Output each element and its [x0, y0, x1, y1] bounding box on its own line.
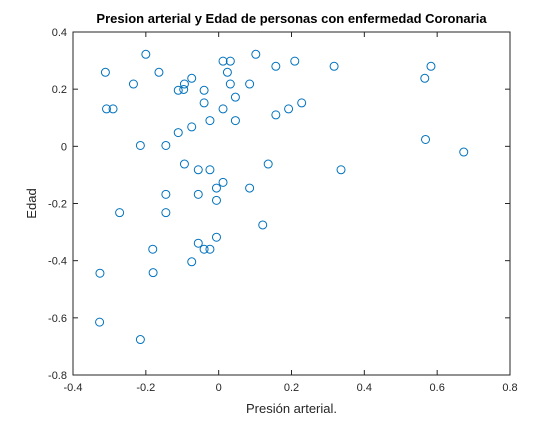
x-tick-label: 0.6	[430, 382, 445, 394]
data-point	[230, 116, 240, 126]
data-point	[297, 98, 307, 108]
data-point	[225, 79, 235, 89]
data-point	[161, 189, 171, 199]
y-tick-label: 0.4	[52, 27, 67, 39]
data-point	[148, 244, 158, 254]
data-point	[222, 67, 232, 77]
y-tick-label: -0.4	[48, 256, 67, 268]
x-tick-label: 0.4	[357, 382, 372, 394]
x-tick-label: -0.2	[136, 382, 155, 394]
data-point	[108, 104, 118, 114]
data-points	[95, 49, 469, 345]
data-point	[179, 79, 189, 89]
data-point	[205, 165, 215, 175]
data-point	[336, 165, 346, 175]
data-point	[230, 92, 240, 102]
x-tick-label: 0	[216, 382, 222, 394]
x-axis-label: Presión arterial.	[246, 401, 337, 416]
data-point	[102, 104, 112, 114]
data-point	[193, 165, 203, 175]
data-point	[258, 220, 268, 230]
data-point	[154, 67, 164, 77]
chart-title: Presion arterial y Edad de personas con …	[96, 11, 487, 26]
data-point	[420, 73, 430, 83]
data-point	[459, 147, 469, 157]
data-point	[199, 244, 209, 254]
data-point	[187, 257, 197, 267]
data-point	[173, 85, 183, 95]
data-point	[251, 49, 261, 59]
data-point	[290, 56, 300, 66]
data-point	[426, 61, 436, 71]
data-point	[115, 208, 125, 218]
data-point	[100, 67, 110, 77]
data-point	[193, 238, 203, 248]
data-point	[179, 84, 189, 94]
y-tick-label: -0.6	[48, 313, 67, 325]
data-point	[211, 195, 221, 205]
data-point	[128, 79, 138, 89]
y-tick-label: 0.2	[52, 84, 67, 96]
data-point	[161, 208, 171, 218]
x-tick-label: 0.8	[502, 382, 517, 394]
data-point	[173, 128, 183, 138]
data-point	[211, 232, 221, 242]
data-point	[187, 73, 197, 83]
data-point	[271, 110, 281, 120]
data-point	[199, 98, 209, 108]
data-point	[141, 49, 151, 59]
data-point	[205, 116, 215, 126]
y-axis-label: Edad	[24, 188, 39, 218]
x-tick-label: 0.2	[284, 382, 299, 394]
data-point	[218, 177, 228, 187]
data-point	[245, 79, 255, 89]
data-point	[135, 140, 145, 150]
data-point	[148, 268, 158, 278]
data-point	[135, 335, 145, 345]
data-point	[161, 140, 171, 150]
data-point	[284, 104, 294, 114]
data-point	[225, 56, 235, 66]
data-point	[95, 317, 105, 327]
y-tick-label: 0	[61, 141, 67, 153]
data-point	[95, 268, 105, 278]
data-point	[193, 189, 203, 199]
data-point	[218, 56, 228, 66]
data-point	[187, 122, 197, 132]
data-point	[421, 134, 431, 144]
data-point	[329, 61, 339, 71]
data-point	[205, 244, 215, 254]
y-axis-ticks: -0.8 -0.6 -0.4 -0.2 0 0.2 0.4	[48, 27, 510, 382]
y-tick-label: -0.2	[48, 199, 67, 211]
data-point	[245, 183, 255, 193]
data-point	[263, 159, 273, 169]
x-tick-label: -0.4	[64, 382, 83, 394]
data-point	[179, 159, 189, 169]
x-axis-ticks: -0.4 -0.2 0 0.2 0.4 0.6 0.8	[64, 32, 518, 394]
data-point	[271, 61, 281, 71]
data-point	[218, 104, 228, 114]
data-point	[199, 85, 209, 95]
data-point	[211, 183, 221, 193]
plot-area	[72, 31, 511, 376]
y-tick-label: -0.8	[48, 370, 67, 382]
